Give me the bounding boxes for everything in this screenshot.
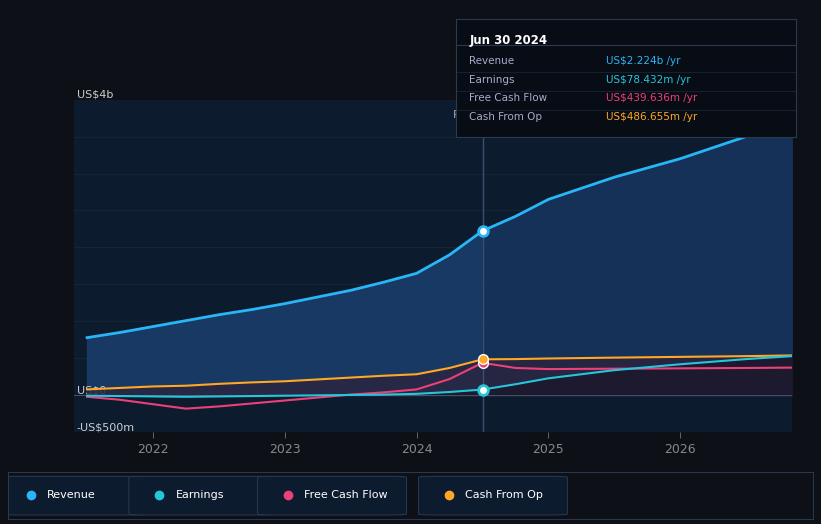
Text: Cash From Op: Cash From Op (466, 490, 543, 500)
Text: US$4b: US$4b (76, 90, 113, 100)
Text: US$439.636m /yr: US$439.636m /yr (606, 93, 697, 103)
Text: US$0: US$0 (76, 385, 106, 395)
Text: Analysts Forecasts: Analysts Forecasts (489, 110, 593, 119)
Text: US$2.224b /yr: US$2.224b /yr (606, 56, 680, 66)
Text: Earnings: Earnings (470, 74, 515, 84)
FancyBboxPatch shape (129, 476, 277, 515)
Text: Revenue: Revenue (47, 490, 95, 500)
Text: US$486.655m /yr: US$486.655m /yr (606, 112, 697, 122)
Text: Jun 30 2024: Jun 30 2024 (470, 34, 548, 47)
Text: Cash From Op: Cash From Op (470, 112, 543, 122)
Text: Past: Past (452, 110, 476, 119)
Text: -US$500m: -US$500m (76, 422, 135, 432)
Text: Earnings: Earnings (176, 490, 224, 500)
FancyBboxPatch shape (0, 476, 149, 515)
Text: Revenue: Revenue (470, 56, 515, 66)
FancyBboxPatch shape (419, 476, 567, 515)
FancyBboxPatch shape (258, 476, 406, 515)
Text: Free Cash Flow: Free Cash Flow (470, 93, 548, 103)
Text: Free Cash Flow: Free Cash Flow (305, 490, 388, 500)
Text: US$78.432m /yr: US$78.432m /yr (606, 74, 690, 84)
